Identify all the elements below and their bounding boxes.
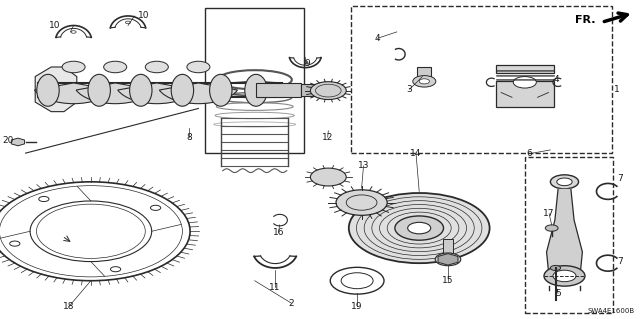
Text: 14: 14: [410, 149, 422, 158]
Text: 6: 6: [527, 149, 532, 158]
Text: 7: 7: [618, 257, 623, 266]
Text: 15: 15: [442, 276, 454, 285]
Text: 13: 13: [358, 161, 369, 170]
Circle shape: [550, 175, 579, 189]
Circle shape: [513, 77, 536, 88]
Text: 10: 10: [49, 21, 61, 30]
Text: 9: 9: [305, 59, 310, 68]
Circle shape: [419, 79, 429, 84]
Circle shape: [62, 61, 85, 73]
Circle shape: [10, 241, 20, 246]
Circle shape: [550, 265, 561, 271]
Bar: [256, 83, 301, 97]
Ellipse shape: [210, 74, 232, 106]
Polygon shape: [547, 189, 582, 271]
Circle shape: [71, 31, 76, 33]
Circle shape: [310, 168, 346, 186]
Text: FR.: FR.: [575, 15, 595, 25]
Circle shape: [349, 193, 490, 263]
Circle shape: [111, 267, 121, 272]
Circle shape: [104, 61, 127, 73]
Text: 17: 17: [543, 209, 555, 218]
Bar: [496, 65, 554, 73]
Ellipse shape: [36, 74, 60, 106]
Text: 19: 19: [351, 302, 363, 311]
Wedge shape: [159, 83, 237, 104]
Ellipse shape: [88, 74, 111, 106]
Text: 10: 10: [138, 11, 149, 20]
Text: 20: 20: [2, 136, 13, 145]
Circle shape: [336, 190, 387, 215]
Circle shape: [125, 21, 131, 24]
Text: 2: 2: [289, 299, 294, 308]
Bar: [443, 239, 453, 257]
Bar: [351, 6, 612, 153]
Circle shape: [145, 61, 168, 73]
Circle shape: [395, 216, 444, 240]
Bar: [496, 81, 554, 107]
Polygon shape: [35, 67, 77, 112]
Circle shape: [187, 61, 210, 73]
Circle shape: [150, 205, 161, 211]
Circle shape: [553, 270, 576, 282]
Text: 4: 4: [375, 34, 380, 43]
Text: 3: 3: [407, 85, 412, 94]
Ellipse shape: [130, 74, 152, 106]
Bar: [301, 84, 326, 96]
Circle shape: [413, 76, 436, 87]
Wedge shape: [118, 83, 196, 104]
Bar: [417, 67, 431, 80]
Ellipse shape: [172, 74, 193, 106]
Text: 11: 11: [269, 283, 281, 292]
Circle shape: [435, 253, 461, 266]
Circle shape: [557, 178, 572, 186]
Text: 7: 7: [618, 174, 623, 183]
Circle shape: [303, 61, 308, 63]
Text: 4: 4: [554, 75, 559, 84]
Text: SWA4E1600B: SWA4E1600B: [588, 308, 635, 314]
Circle shape: [408, 222, 431, 234]
Text: 16: 16: [273, 228, 284, 237]
Circle shape: [544, 266, 585, 286]
Wedge shape: [35, 83, 113, 104]
Bar: [205, 8, 304, 153]
Text: 5: 5: [556, 289, 561, 298]
Circle shape: [545, 225, 558, 231]
Circle shape: [310, 82, 346, 100]
Ellipse shape: [245, 74, 268, 106]
Bar: [525, 157, 613, 313]
Text: 18: 18: [63, 302, 75, 311]
Text: 1: 1: [614, 85, 620, 94]
Wedge shape: [76, 83, 154, 104]
Text: 8: 8: [186, 133, 191, 142]
Text: 12: 12: [322, 133, 333, 142]
Circle shape: [39, 197, 49, 202]
